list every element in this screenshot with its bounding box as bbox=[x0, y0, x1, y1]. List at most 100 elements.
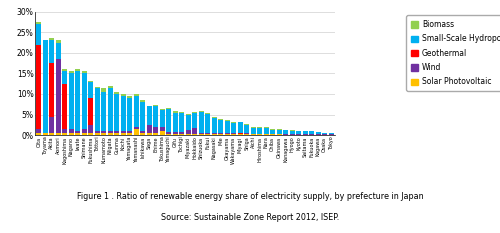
Bar bbox=[50, 41, 54, 63]
Bar bbox=[206, 114, 210, 133]
Legend: Biomass, Small-Scale Hydropower, Geothermal, Wind, Solar Photovoltaic: Biomass, Small-Scale Hydropower, Geother… bbox=[406, 15, 500, 91]
Text: Source: Sustainable Zone Report 2012, ISEP.: Source: Sustainable Zone Report 2012, IS… bbox=[161, 213, 339, 222]
Bar bbox=[225, 134, 230, 135]
Bar bbox=[88, 98, 94, 125]
Bar bbox=[199, 111, 203, 112]
Bar bbox=[264, 128, 268, 134]
Bar bbox=[95, 88, 100, 131]
Bar bbox=[328, 134, 334, 135]
Bar bbox=[134, 96, 138, 127]
Bar bbox=[206, 133, 210, 134]
Bar bbox=[128, 96, 132, 98]
Bar bbox=[36, 129, 42, 133]
Bar bbox=[121, 96, 126, 131]
Bar bbox=[95, 133, 100, 135]
Bar bbox=[192, 128, 197, 134]
Bar bbox=[69, 73, 74, 129]
Bar bbox=[218, 133, 223, 134]
Bar bbox=[218, 134, 223, 135]
Bar bbox=[244, 133, 249, 134]
Bar bbox=[257, 134, 262, 135]
Bar bbox=[147, 125, 152, 133]
Bar bbox=[50, 38, 54, 41]
Bar bbox=[62, 71, 68, 84]
Bar bbox=[128, 98, 132, 131]
Bar bbox=[82, 71, 87, 73]
Bar bbox=[166, 134, 171, 135]
Bar bbox=[147, 106, 152, 125]
Bar bbox=[173, 134, 178, 135]
Bar bbox=[257, 127, 262, 128]
Bar bbox=[316, 132, 320, 134]
Bar bbox=[290, 131, 294, 134]
Bar bbox=[276, 130, 281, 134]
Bar bbox=[43, 133, 48, 135]
Bar bbox=[121, 131, 126, 133]
Bar bbox=[160, 127, 164, 131]
Bar bbox=[276, 129, 281, 130]
Bar bbox=[302, 134, 308, 135]
Bar bbox=[206, 113, 210, 114]
Bar bbox=[154, 133, 158, 135]
Bar bbox=[62, 84, 68, 129]
Bar bbox=[180, 112, 184, 113]
Bar bbox=[270, 129, 275, 130]
Bar bbox=[69, 71, 74, 73]
Bar bbox=[290, 130, 294, 131]
Bar bbox=[95, 131, 100, 133]
Bar bbox=[296, 131, 301, 134]
Bar bbox=[140, 131, 145, 133]
Bar bbox=[238, 133, 242, 134]
Bar bbox=[264, 134, 268, 135]
Bar bbox=[154, 106, 158, 127]
Bar bbox=[102, 88, 106, 92]
Bar bbox=[154, 127, 158, 133]
Bar bbox=[270, 130, 275, 134]
Bar bbox=[270, 134, 275, 135]
Bar bbox=[76, 71, 80, 131]
Bar bbox=[50, 133, 54, 135]
Bar bbox=[296, 134, 301, 135]
Bar bbox=[140, 102, 145, 131]
Bar bbox=[82, 73, 87, 129]
Bar bbox=[283, 130, 288, 134]
Bar bbox=[56, 59, 61, 133]
Bar bbox=[212, 118, 216, 133]
Bar bbox=[160, 110, 164, 127]
Bar bbox=[160, 109, 164, 110]
Bar bbox=[108, 133, 113, 135]
Bar bbox=[102, 131, 106, 133]
Bar bbox=[76, 131, 80, 133]
Bar bbox=[232, 122, 236, 123]
Bar bbox=[69, 129, 74, 133]
Bar bbox=[212, 133, 216, 134]
Bar bbox=[114, 92, 119, 94]
Bar bbox=[62, 69, 68, 71]
Bar bbox=[76, 133, 80, 135]
Bar bbox=[43, 41, 48, 133]
Bar bbox=[82, 129, 87, 133]
Bar bbox=[88, 125, 94, 133]
Bar bbox=[322, 134, 327, 135]
Bar bbox=[225, 121, 230, 133]
Bar bbox=[212, 117, 216, 118]
Bar bbox=[128, 133, 132, 135]
Bar bbox=[166, 132, 171, 134]
Bar bbox=[186, 134, 190, 135]
Bar bbox=[276, 134, 281, 135]
Bar bbox=[36, 45, 42, 129]
Bar bbox=[309, 134, 314, 135]
Bar bbox=[121, 133, 126, 135]
Bar bbox=[173, 111, 178, 113]
Bar bbox=[244, 134, 249, 135]
Bar bbox=[316, 134, 320, 135]
Bar bbox=[160, 131, 164, 135]
Bar bbox=[283, 134, 288, 135]
Bar bbox=[56, 133, 61, 135]
Bar bbox=[114, 94, 119, 131]
Bar bbox=[192, 113, 197, 128]
Bar bbox=[290, 134, 294, 135]
Bar bbox=[82, 133, 87, 135]
Bar bbox=[154, 105, 158, 106]
Bar bbox=[140, 100, 145, 102]
